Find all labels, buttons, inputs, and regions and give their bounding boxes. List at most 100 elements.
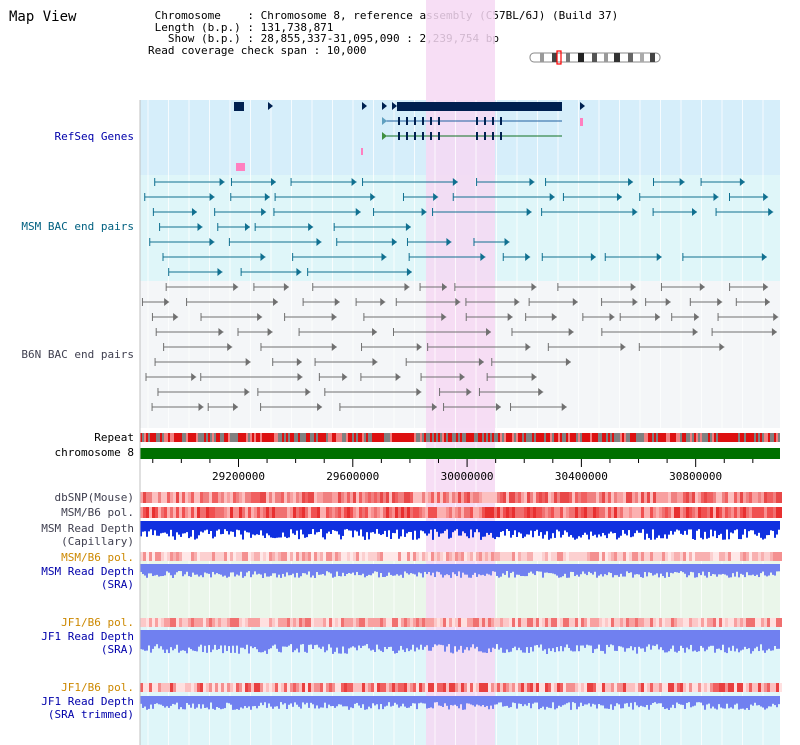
depth-bar: [678, 630, 680, 651]
heat-cell: [686, 618, 689, 627]
depth-bar: [218, 564, 220, 575]
heat-cell: [665, 507, 668, 518]
depth-bar: [480, 630, 482, 652]
depth-bar: [204, 696, 206, 708]
depth-bar: [774, 630, 776, 647]
repeat-segment: [608, 433, 610, 442]
depth-bar: [274, 696, 276, 707]
heat-cell: [683, 492, 686, 503]
depth-bar: [258, 696, 260, 706]
heat-cell: [731, 552, 734, 561]
heat-cell: [437, 618, 440, 627]
exon: [398, 117, 400, 125]
heat-cell: [245, 492, 248, 503]
depth-bar: [626, 696, 628, 704]
repeat-segment: [722, 433, 724, 442]
depth-bar: [740, 521, 742, 540]
depth-bar: [684, 630, 686, 653]
repeat-segment: [490, 433, 492, 442]
depth-bar: [680, 696, 682, 705]
depth-bar: [470, 696, 472, 705]
depth-bar: [310, 696, 312, 703]
depth-bar: [194, 564, 196, 575]
repeat-segment: [454, 433, 456, 442]
heat-cell: [542, 507, 545, 518]
depth-bar: [384, 521, 386, 531]
heat-cell: [272, 507, 275, 518]
heat-cell: [251, 492, 254, 503]
depth-bar: [160, 696, 162, 705]
repeat-segment: [750, 433, 752, 442]
heat-cell: [407, 492, 410, 503]
depth-bar: [280, 630, 282, 653]
heat-cell: [476, 492, 479, 503]
repeat-segment: [564, 433, 566, 442]
heat-cell: [341, 492, 344, 503]
heat-cell: [314, 683, 317, 692]
depth-bar: [244, 696, 246, 707]
repeat-segment: [356, 433, 358, 442]
depth-bar: [584, 521, 586, 533]
heat-cell: [743, 492, 746, 503]
heat-cell: [647, 618, 650, 627]
heat-cell: [155, 683, 158, 692]
heat-cell: [410, 618, 413, 627]
b6n-bac-pair-end: [655, 313, 661, 321]
depth-bar: [586, 564, 588, 576]
heat-cell: [530, 492, 533, 503]
depth-bar: [520, 564, 522, 577]
depth-bar: [184, 521, 186, 534]
heat-cell: [455, 507, 458, 518]
track-label-msm-sra-suffix: (SRA): [100, 578, 134, 591]
heat-cell: [524, 683, 527, 692]
heat-cell: [641, 618, 644, 627]
depth-bar: [592, 521, 594, 536]
heat-cell: [665, 492, 668, 503]
heat-cell: [515, 507, 518, 518]
heat-cell: [416, 507, 419, 518]
heat-cell: [623, 618, 626, 627]
depth-bar: [304, 630, 306, 652]
depth-bar: [578, 696, 580, 707]
b6n-bac-pair-end: [372, 328, 378, 336]
depth-bar: [282, 696, 284, 705]
depth-bar: [518, 521, 520, 533]
heat-cell: [599, 552, 602, 561]
depth-bar: [328, 521, 330, 532]
depth-bar: [542, 630, 544, 651]
heat-cell: [389, 683, 392, 692]
depth-bar: [500, 564, 502, 577]
repeat-segment: [214, 433, 216, 442]
depth-bar: [156, 630, 158, 645]
heat-cell: [737, 507, 740, 518]
repeat-segment: [416, 433, 418, 442]
depth-bar: [432, 630, 434, 648]
depth-bar: [472, 564, 474, 575]
heat-cell: [740, 507, 743, 518]
repeat-segment: [476, 433, 478, 442]
depth-bar: [760, 696, 762, 707]
heat-cell: [188, 618, 191, 627]
repeat-segment: [554, 433, 556, 442]
b6n-bac-pair-end: [245, 358, 251, 366]
depth-bar: [758, 564, 760, 578]
heat-cell: [767, 507, 770, 518]
heat-cell: [296, 507, 299, 518]
heat-cell: [389, 492, 392, 503]
depth-bar: [208, 696, 210, 710]
depth-bar: [146, 564, 148, 578]
depth-bar: [332, 521, 334, 530]
depth-bar: [198, 521, 200, 536]
depth-bar: [270, 630, 272, 649]
depth-bar: [758, 630, 760, 652]
heat-cell: [203, 552, 206, 561]
depth-bar: [368, 630, 370, 649]
depth-bar: [220, 630, 222, 646]
repeat-segment: [594, 433, 596, 442]
depth-bar: [730, 630, 732, 651]
heat-cell: [644, 683, 647, 692]
depth-bar: [214, 630, 216, 645]
heat-cell: [464, 492, 467, 503]
depth-bar: [734, 630, 736, 652]
